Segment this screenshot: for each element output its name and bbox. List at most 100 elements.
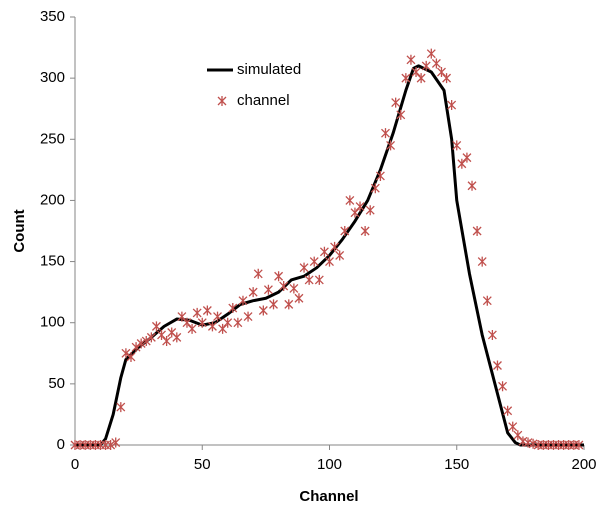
marker: [462, 152, 472, 163]
y-tick-label: 200: [40, 191, 65, 208]
y-tick-label: 350: [40, 8, 65, 25]
marker: [381, 128, 390, 139]
marker: [223, 317, 233, 328]
x-tick-label: 0: [71, 456, 79, 473]
marker: [304, 274, 314, 285]
marker: [299, 262, 309, 273]
marker: [360, 226, 370, 236]
marker: [284, 299, 294, 310]
marker: [279, 281, 289, 292]
marker: [233, 317, 243, 328]
marker: [340, 226, 350, 236]
marker: [314, 274, 324, 285]
marker: [493, 360, 502, 371]
marker: [411, 67, 421, 78]
x-tick-label: 150: [444, 456, 469, 473]
marker: [386, 140, 396, 151]
marker: [355, 201, 365, 212]
y-tick-label: 150: [40, 253, 65, 270]
marker: [192, 307, 202, 318]
marker: [111, 437, 121, 448]
marker: [523, 437, 533, 448]
x-tick-label: 100: [317, 456, 342, 473]
marker: [177, 311, 187, 322]
marker: [335, 250, 345, 261]
marker: [136, 338, 146, 349]
marker: [274, 271, 284, 282]
marker: [447, 100, 457, 111]
marker: [269, 299, 278, 310]
marker: [508, 421, 518, 432]
marker: [131, 342, 141, 353]
marker: [162, 336, 172, 347]
marker: [253, 268, 263, 279]
marker: [141, 336, 151, 347]
marker: [172, 332, 182, 343]
marker: [513, 430, 523, 441]
marker: [330, 241, 340, 252]
legend-label: simulated: [237, 61, 301, 78]
line: [75, 64, 584, 447]
y-tick-label: 0: [57, 436, 65, 453]
y-tick-label: 250: [40, 130, 65, 147]
marker: [187, 323, 197, 334]
marker: [498, 381, 508, 392]
marker: [319, 246, 329, 257]
marker: [574, 440, 584, 450]
marker: [528, 438, 538, 449]
marker: [106, 440, 116, 450]
x-axis-title: Channel: [299, 488, 358, 505]
marker: [442, 73, 452, 84]
marker: [421, 60, 431, 71]
marker: [289, 283, 299, 294]
marker: [325, 256, 334, 267]
marker: [431, 58, 441, 69]
y-tick-label: 300: [40, 69, 65, 86]
marker: [401, 73, 411, 84]
marker: [228, 303, 238, 314]
y-tick-label: 50: [48, 375, 65, 392]
marker: [370, 183, 380, 194]
marker: [207, 321, 217, 332]
marker: [487, 329, 497, 340]
marker: [126, 351, 136, 362]
marker: [197, 317, 207, 328]
marker: [365, 205, 375, 216]
marker: [426, 48, 436, 59]
marker: [146, 332, 156, 343]
y-axis-title: Count: [11, 209, 28, 252]
marker: [396, 109, 406, 120]
marker: [243, 311, 253, 322]
marker: [151, 321, 161, 332]
marker: [309, 256, 319, 267]
marker: [452, 140, 462, 151]
marker: [182, 317, 192, 328]
marker: [202, 305, 212, 316]
legend: simulated channel: [207, 61, 301, 109]
marker: [248, 287, 258, 298]
marker: [482, 295, 492, 306]
marker: [503, 405, 513, 416]
marker: [477, 256, 487, 267]
marker: [345, 195, 355, 206]
legend-label: channel: [237, 92, 290, 109]
marker: [416, 73, 426, 84]
marker: [218, 323, 228, 334]
marker: [391, 97, 401, 108]
marker: [213, 311, 222, 322]
marker: [467, 180, 477, 191]
marker: [457, 158, 467, 169]
x-tick-label: 50: [194, 456, 211, 473]
marker: [518, 436, 528, 447]
y-tick-label: 100: [40, 314, 65, 331]
marker: [121, 348, 131, 359]
marker: [294, 293, 304, 304]
marker: [350, 207, 360, 218]
marker: [437, 67, 446, 78]
marker: [406, 54, 416, 65]
legend-marker: [217, 96, 227, 106]
marker: [116, 402, 126, 413]
marker: [375, 170, 385, 181]
